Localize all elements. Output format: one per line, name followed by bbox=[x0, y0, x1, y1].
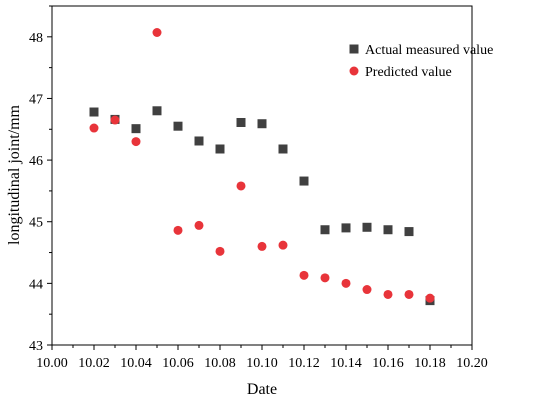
x-tick-label: 10.12 bbox=[288, 356, 320, 371]
x-tick-label: 10.04 bbox=[120, 356, 152, 371]
x-tick-label: 10.00 bbox=[36, 356, 68, 371]
actual-value-point bbox=[152, 106, 162, 116]
actual-value-point bbox=[173, 121, 183, 131]
predicted-value-point bbox=[215, 246, 225, 256]
actual-value-point bbox=[194, 136, 204, 146]
y-tick-label: 47 bbox=[29, 92, 43, 107]
predicted-value-point bbox=[341, 278, 351, 288]
y-tick-label: 48 bbox=[29, 31, 43, 46]
actual-value-point bbox=[383, 225, 393, 235]
x-tick-label: 10.02 bbox=[78, 356, 110, 371]
predicted-value-point bbox=[152, 28, 162, 38]
actual-value-point bbox=[299, 176, 309, 186]
predicted-value-point bbox=[173, 225, 183, 235]
legend-marker-predicted bbox=[349, 66, 359, 76]
actual-value-point bbox=[131, 124, 141, 134]
actual-value-point bbox=[404, 227, 414, 237]
x-tick-label: 10.10 bbox=[246, 356, 278, 371]
x-axis: 10.00 10.02 10.04 10.06 10.08 10.10 10.12 10.14… bbox=[36, 345, 488, 371]
actual-value-point bbox=[89, 107, 99, 117]
y-tick-label: 43 bbox=[29, 339, 43, 354]
predicted-value-point bbox=[425, 293, 435, 303]
predicted-value-point bbox=[257, 241, 267, 251]
legend-label-actual: Actual measured value bbox=[365, 43, 493, 58]
x-tick-label: 10.18 bbox=[414, 356, 446, 371]
y-tick-label: 45 bbox=[29, 216, 43, 231]
x-tick-label: 10.16 bbox=[372, 356, 404, 371]
actual-value-point bbox=[320, 225, 330, 235]
predicted-value-point bbox=[236, 181, 246, 191]
predicted-value-point bbox=[89, 123, 99, 133]
predicted-value-point bbox=[278, 240, 288, 250]
predicted-value-point bbox=[404, 289, 414, 299]
predicted-value-point bbox=[383, 289, 393, 299]
actual-value-point bbox=[257, 119, 267, 129]
predicted-value-point bbox=[131, 137, 141, 147]
actual-value-point bbox=[362, 222, 372, 232]
y-axis-title: longitudinal joint/mm bbox=[6, 104, 23, 245]
legend-marker-actual bbox=[349, 44, 359, 54]
x-axis-title: Date bbox=[247, 381, 277, 398]
x-tick-label: 10.14 bbox=[330, 356, 362, 371]
legend-label-predicted: Predicted value bbox=[365, 65, 452, 80]
predicted-value-point bbox=[320, 273, 330, 283]
y-tick-label: 46 bbox=[29, 154, 43, 169]
y-axis: 43 44 45 46 47 48 bbox=[29, 5, 52, 354]
predicted-value-point bbox=[110, 115, 120, 125]
actual-value-point bbox=[215, 144, 225, 154]
actual-value-point bbox=[341, 223, 351, 233]
legend: Actual measured value Predicted value bbox=[349, 43, 493, 80]
data-points bbox=[89, 28, 435, 306]
x-tick-label: 10.06 bbox=[162, 356, 194, 371]
actual-value-point bbox=[236, 117, 246, 127]
x-tick-label: 10.20 bbox=[456, 356, 488, 371]
x-tick-label: 10.08 bbox=[204, 356, 236, 371]
predicted-value-point bbox=[362, 285, 372, 295]
y-tick-label: 44 bbox=[29, 277, 43, 292]
predicted-value-point bbox=[299, 270, 309, 280]
actual-value-point bbox=[278, 144, 288, 154]
predicted-value-point bbox=[194, 220, 204, 230]
